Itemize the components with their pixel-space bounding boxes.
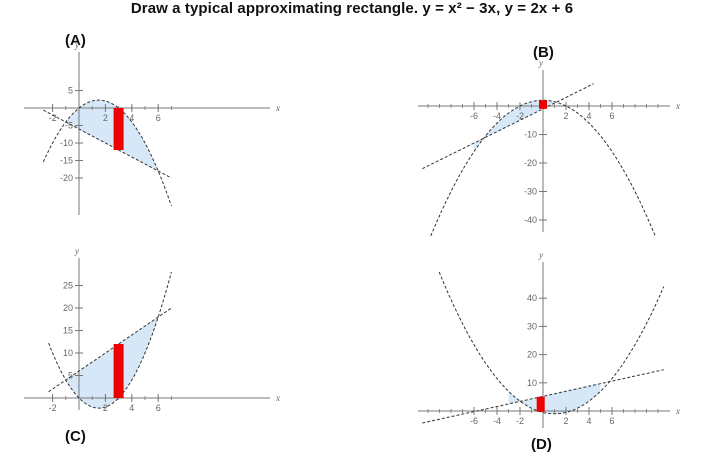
- x-axis-name: x: [675, 101, 680, 111]
- x-tick-label: 2: [563, 111, 568, 121]
- y-tick-label: 20: [527, 350, 537, 360]
- y-tick-label: -10: [524, 130, 537, 140]
- curve-lower: [438, 271, 665, 415]
- y-tick-label: 5: [68, 86, 73, 96]
- shaded-region: [508, 383, 601, 414]
- x-tick-label: 6: [609, 416, 614, 426]
- x-tick-label: 2: [563, 416, 568, 426]
- y-tick-label: -20: [524, 158, 537, 168]
- y-tick-label: -40: [524, 215, 537, 225]
- x-tick-label: 4: [129, 403, 134, 413]
- x-tick-label: -2: [516, 416, 524, 426]
- curve-upper: [42, 99, 172, 207]
- curve-lower: [48, 271, 172, 409]
- problem-title: Draw a typical approximating rectangle. …: [130, 0, 574, 17]
- x-tick-label: 6: [156, 113, 161, 123]
- panel-a: x y -2 2 4 6 5 -5 -10 -15 -20: [24, 40, 280, 215]
- x-axis-name: x: [275, 393, 280, 403]
- y-tick-label: 15: [63, 326, 73, 336]
- y-tick-label: 25: [63, 281, 73, 291]
- x-tick-label: -2: [516, 111, 524, 121]
- approximating-rectangle: [536, 396, 545, 412]
- x-tick-label: 4: [586, 111, 591, 121]
- panel-b-label: (B): [533, 44, 554, 61]
- x-tick-label: 4: [129, 113, 134, 123]
- y-axis-name: y: [538, 250, 543, 260]
- y-tick-label: -10: [60, 138, 73, 148]
- y-tick-label: 30: [527, 321, 537, 331]
- x-tick-label: 4: [586, 416, 591, 426]
- panel-c: x y -2 2 4 6 25 20 15 10 5: [24, 246, 280, 413]
- y-tick-label: 10: [527, 378, 537, 388]
- y-axis-name: y: [74, 246, 79, 256]
- curve-lower: [422, 83, 594, 170]
- shaded-region: [65, 317, 159, 409]
- x-tick-label: 6: [156, 403, 161, 413]
- panel-c-label: (C): [65, 428, 86, 445]
- y-tick-label: -30: [524, 187, 537, 197]
- approximating-rectangle: [113, 108, 124, 150]
- panel-d-label: (D): [531, 436, 552, 453]
- curve-lower: [43, 109, 172, 179]
- approximating-rectangle: [539, 100, 547, 109]
- y-tick-label: 20: [63, 303, 73, 313]
- y-tick-label: 5: [68, 371, 73, 381]
- y-tick-label: -5: [65, 121, 73, 131]
- y-tick-label: -15: [60, 156, 73, 166]
- panel-a-label: (A): [65, 32, 86, 49]
- curve-upper: [422, 369, 664, 424]
- x-tick-label: 6: [609, 111, 614, 121]
- panel-d: x y -6 -4 -2 2 4 6 40 30 20 10: [418, 250, 680, 428]
- x-tick-label: -6: [470, 111, 478, 121]
- x-axis-name: x: [275, 103, 280, 113]
- y-axis-name: y: [538, 58, 543, 68]
- x-tick-label: -2: [49, 113, 57, 123]
- y-axis-name: y: [74, 40, 79, 50]
- y-tick-label: 40: [527, 293, 537, 303]
- y-tick-label: 10: [63, 348, 73, 358]
- x-tick-label: -2: [49, 403, 57, 413]
- x-tick-label: 2: [103, 113, 108, 123]
- y-tick-label: -20: [60, 173, 73, 183]
- x-tick-label: -6: [470, 416, 478, 426]
- x-tick-label: -4: [493, 416, 501, 426]
- x-axis-name: x: [675, 406, 680, 416]
- shaded-region: [65, 100, 159, 171]
- approximating-rectangle: [113, 344, 124, 398]
- x-tick-label: 2: [103, 403, 108, 413]
- x-tick-label: -4: [493, 111, 501, 121]
- panel-b: x y -6 -4 -2 2 4 6 -10 -20 -30 -40: [418, 58, 680, 237]
